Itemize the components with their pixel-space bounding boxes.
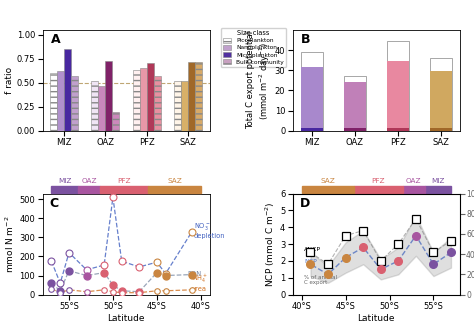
Bar	[344, 82, 366, 131]
Bar	[99, 86, 106, 131]
Text: C: C	[49, 197, 58, 210]
Bar	[425, 186, 451, 193]
Bar	[148, 186, 201, 193]
Bar	[344, 76, 366, 131]
Bar	[430, 128, 452, 131]
Text: MIZ: MIZ	[431, 178, 445, 184]
Text: A: A	[51, 33, 61, 46]
Bar	[301, 52, 323, 131]
Bar	[57, 71, 64, 131]
Text: SAZ: SAZ	[167, 178, 182, 184]
Bar	[403, 186, 425, 193]
Bar	[188, 62, 195, 131]
Text: NO$_3^-$
depletion: NO$_3^-$ depletion	[194, 221, 225, 239]
Bar	[91, 81, 99, 131]
Bar	[195, 62, 202, 131]
Text: PFZ: PFZ	[118, 178, 131, 184]
Bar	[112, 112, 119, 131]
Bar	[64, 49, 71, 131]
Text: MIZ: MIZ	[58, 178, 71, 184]
Text: D: D	[300, 197, 310, 210]
X-axis label: Latitude: Latitude	[107, 314, 145, 323]
Text: OAZ: OAZ	[82, 178, 97, 184]
Bar	[302, 186, 355, 193]
Bar	[106, 61, 112, 131]
Y-axis label: mmol N m$^{-2}$: mmol N m$^{-2}$	[4, 215, 17, 273]
Bar	[71, 76, 78, 131]
Legend: Picoplankton, Nanoplankton, Microplankton, Bulk community: Picoplankton, Nanoplankton, Microplankto…	[221, 28, 286, 67]
Text: PFZ: PFZ	[371, 178, 385, 184]
Text: OAZ: OAZ	[405, 178, 421, 184]
Bar	[344, 128, 366, 131]
Bar	[430, 58, 452, 131]
Text: % of annual
C export: % of annual C export	[304, 275, 337, 285]
Bar	[174, 81, 181, 131]
Bar	[387, 128, 409, 131]
Text: ANCP: ANCP	[304, 247, 321, 252]
Text: B: B	[301, 33, 311, 46]
Y-axis label: NCP (mmol C m$^{-2}$): NCP (mmol C m$^{-2}$)	[264, 201, 277, 287]
Bar	[140, 68, 146, 131]
Bar	[181, 81, 188, 131]
Y-axis label: f ratio: f ratio	[5, 67, 14, 94]
Bar	[146, 64, 154, 131]
Bar	[387, 41, 409, 131]
Y-axis label: Total C export potential
(mmol m$^{-2}$ day$^{-1}$): Total C export potential (mmol m$^{-2}$ …	[246, 31, 272, 129]
Bar	[301, 67, 323, 131]
Bar	[355, 186, 403, 193]
Bar	[133, 70, 140, 131]
Bar	[430, 71, 452, 131]
Text: NH$_4^+$
urea: NH$_4^+$ urea	[192, 273, 208, 292]
Bar	[301, 128, 323, 131]
Bar	[100, 186, 148, 193]
Text: NCP: NCP	[304, 259, 317, 263]
Bar	[154, 76, 161, 131]
X-axis label: Latitude: Latitude	[357, 314, 395, 323]
Bar	[50, 73, 57, 131]
Bar	[387, 61, 409, 131]
Text: PON: PON	[188, 270, 201, 276]
Bar	[52, 186, 78, 193]
Text: SAZ: SAZ	[321, 178, 336, 184]
Bar	[78, 186, 100, 193]
